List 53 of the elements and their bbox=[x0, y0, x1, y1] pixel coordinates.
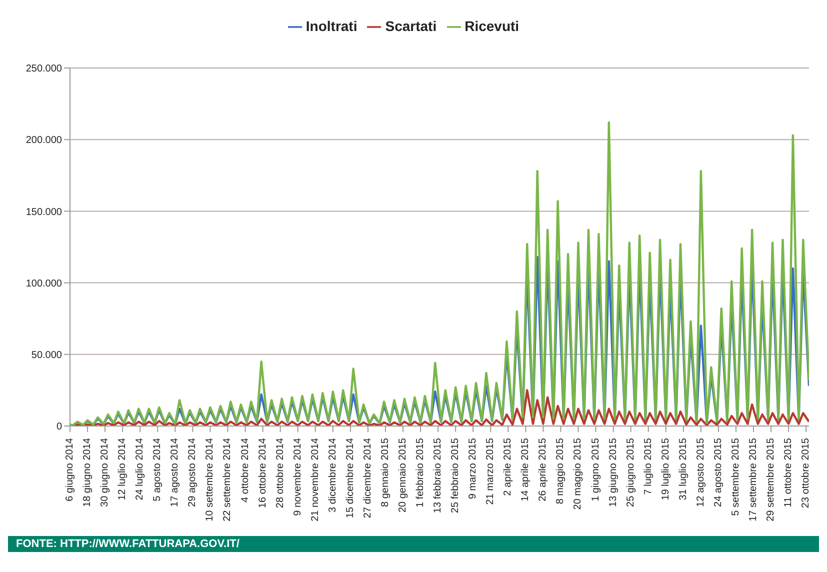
x-tick-label: 17 settembre 2015 bbox=[748, 438, 759, 522]
x-tick-label: 4 ottobre 2014 bbox=[240, 438, 251, 502]
x-tick-label: 11 ottobre 2015 bbox=[783, 438, 794, 508]
x-tick-label: 6 giugno 2014 bbox=[64, 438, 76, 502]
x-tick-label: 12 agosto 2015 bbox=[695, 438, 706, 507]
y-tick-label: 200.000 bbox=[26, 135, 62, 146]
x-tick-label: 5 settembre 2015 bbox=[730, 438, 742, 516]
y-tick-label: 0 bbox=[56, 422, 62, 433]
x-tick-label: 13 febbraio 2015 bbox=[432, 438, 444, 514]
x-tick-label: 20 gennaio 2015 bbox=[397, 438, 408, 513]
x-tick-label: 25 febbraio 2015 bbox=[450, 438, 462, 514]
x-tick-label: 16 ottobre 2014 bbox=[257, 438, 268, 508]
y-tick-label: 150.000 bbox=[26, 206, 62, 218]
x-tick-label: 20 maggio 2015 bbox=[572, 438, 584, 510]
x-tick-label: 30 giugno 2014 bbox=[100, 438, 111, 507]
x-tick-label: 19 luglio 2015 bbox=[660, 438, 672, 500]
x-tick-label: 3 dicembre 2014 bbox=[327, 438, 338, 512]
x-tick-label: 31 luglio 2015 bbox=[678, 438, 689, 500]
x-tick-label: 26 aprile 2015 bbox=[538, 438, 549, 502]
x-tick-label: 23 ottobre 2015 bbox=[800, 438, 812, 508]
x-tick-label: 10 settembre 2014 bbox=[204, 438, 216, 522]
x-tick-label: 9 novembre 2014 bbox=[292, 438, 304, 516]
x-tick-label: 24 agosto 2015 bbox=[712, 438, 724, 507]
x-tick-label: 21 marzo 2015 bbox=[485, 438, 496, 505]
x-tick-label: 22 settembre 2014 bbox=[222, 438, 234, 522]
x-tick-label: 18 giugno 2014 bbox=[82, 438, 94, 507]
legend-label: Inoltrati bbox=[306, 18, 358, 34]
legend-label: Scartati bbox=[385, 18, 437, 34]
x-tick-label: 9 marzo 2015 bbox=[468, 438, 479, 500]
x-tick-label: 12 luglio 2014 bbox=[117, 438, 128, 500]
x-tick-label: 21 novembre 2014 bbox=[310, 438, 321, 522]
y-tick-label: 100.000 bbox=[26, 278, 62, 290]
x-tick-label: 8 gennaio 2015 bbox=[380, 438, 391, 507]
x-tick-label: 17 agosto 2014 bbox=[170, 438, 181, 507]
x-tick-label: 8 maggio 2015 bbox=[555, 438, 566, 504]
legend-label: Ricevuti bbox=[464, 18, 520, 34]
x-tick-label: 1 giugno 2015 bbox=[590, 438, 602, 502]
x-tick-label: 1 febbraio 2015 bbox=[415, 438, 426, 508]
x-tick-label: 28 ottobre 2014 bbox=[274, 438, 286, 508]
y-tick-label: 50.000 bbox=[31, 350, 62, 361]
y-tick-label: 250.000 bbox=[26, 64, 62, 75]
x-tick-label: 2 aprile 2015 bbox=[502, 438, 514, 496]
source-note: FONTE: HTTP://WWW.FATTURAPA.GOV.IT/ bbox=[8, 536, 819, 552]
x-tick-label: 24 luglio 2014 bbox=[134, 438, 146, 500]
x-tick-label: 15 dicembre 2014 bbox=[344, 438, 356, 518]
x-tick-label: 29 agosto 2014 bbox=[187, 438, 198, 507]
x-tick-label: 29 settembre 2015 bbox=[766, 438, 777, 522]
x-tick-label: 14 aprile 2015 bbox=[520, 438, 532, 502]
x-tick-label: 27 dicembre 2014 bbox=[362, 438, 374, 518]
x-tick-label: 13 giugno 2015 bbox=[608, 438, 619, 507]
x-tick-label: 25 giugno 2015 bbox=[625, 438, 636, 507]
x-tick-label: 7 luglio 2015 bbox=[642, 438, 654, 495]
x-tick-label: 5 agosto 2014 bbox=[152, 438, 164, 502]
